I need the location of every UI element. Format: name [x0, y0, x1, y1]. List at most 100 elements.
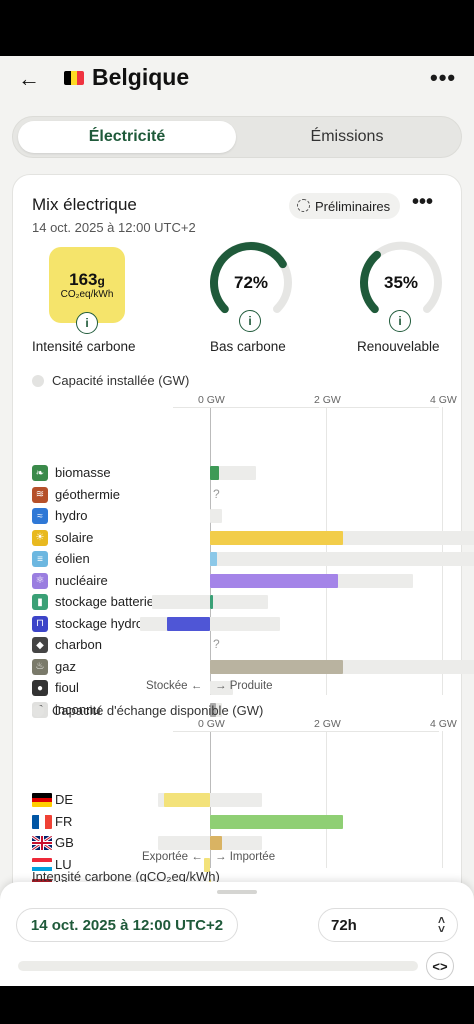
exchange-capacity-chart: 0 GW2 GW4 GW6 GWDEFRGBLUNL	[13, 175, 461, 986]
grid-line	[442, 407, 443, 695]
geothermal-icon: ≋	[32, 486, 48, 503]
carbon-intensity-value: 163g	[69, 270, 105, 289]
page-title: Belgique	[92, 64, 190, 90]
lu-flag-icon	[32, 857, 52, 872]
renewable-value: 35%	[383, 273, 419, 292]
row-label: solaire	[55, 529, 94, 545]
hydro-storage-icon: ⊓	[32, 615, 48, 632]
row-label: éolien	[55, 551, 90, 566]
produced-footer: → Produite	[215, 680, 273, 692]
coal-icon: ◆	[32, 637, 48, 653]
value-bar[interactable]	[204, 857, 210, 872]
axis-tick-label: 4 GW	[430, 394, 457, 406]
de-flag-icon	[32, 793, 52, 807]
info-icon[interactable]: i	[76, 312, 98, 334]
grid-line	[442, 731, 443, 868]
value-bar[interactable]	[210, 552, 217, 566]
renewable-gauge	[360, 241, 442, 314]
capacity-bar[interactable]	[210, 466, 257, 480]
card-title: Mix électrique	[32, 195, 137, 214]
grid-line	[326, 407, 327, 695]
value-bar[interactable]	[210, 659, 344, 674]
axis-line	[173, 407, 439, 408]
chevron-up-down-icon: ˄ ˅	[437, 913, 445, 936]
renewable-label: Renouvelable	[357, 339, 440, 354]
low-carbon-label: Bas carbone	[210, 339, 286, 354]
toggle-dot-icon[interactable]	[32, 705, 44, 717]
value-bar[interactable]	[210, 836, 222, 850]
grid-line	[326, 731, 327, 868]
toggle-dot-icon[interactable]	[32, 375, 44, 387]
fr-flag-icon	[32, 814, 52, 829]
row-label: gaz	[55, 658, 76, 674]
low-carbon-gauge	[210, 241, 292, 314]
carbon-intensity-box: 163g CO₂eq/kWh	[49, 247, 125, 323]
row-label: nucléaire	[55, 572, 108, 588]
tab-bar: Électricité Émissions	[12, 116, 462, 158]
gb-flag-icon	[32, 836, 52, 850]
installed-capacity-header[interactable]: Capacité installée (GW)	[32, 373, 189, 388]
row-label: DE	[55, 792, 74, 807]
row-label: hydro	[55, 508, 88, 523]
value-bar[interactable]	[210, 702, 216, 717]
more-horizontal-icon[interactable]: •••	[412, 191, 434, 213]
time-slider-track[interactable]	[18, 961, 418, 971]
row-label: charbon	[55, 637, 102, 652]
value-bar[interactable]	[163, 793, 210, 807]
status-badge[interactable]: Préliminaires	[289, 193, 401, 219]
oil-drop-icon: ●	[32, 680, 48, 696]
capacity-bar[interactable]	[210, 681, 234, 695]
axis-tick-label: 0 GW	[198, 394, 225, 406]
low-carbon-gauge-fill	[210, 242, 287, 314]
tab-electricite[interactable]: Électricité	[18, 121, 236, 153]
info-icon[interactable]: i	[239, 310, 261, 332]
atom-icon: ⚛	[32, 572, 48, 589]
value-bar[interactable]	[210, 466, 219, 480]
row-label: LU	[55, 856, 72, 872]
capacity-bar[interactable]	[210, 509, 222, 523]
installed-capacity-chart: 0 GW2 GW4 GW6 GW❧biomasse≋géothermie?≈hy…	[13, 175, 474, 986]
value-bar[interactable]	[166, 616, 210, 631]
code-brackets-icon[interactable]: <>	[426, 952, 454, 980]
dashed-circle-icon	[297, 199, 310, 212]
tab-emissions[interactable]: Émissions	[310, 128, 384, 145]
row-label: fioul	[55, 680, 79, 695]
range-select[interactable]: 72h ˄ ˅	[318, 908, 458, 942]
row-label: FR	[55, 813, 73, 829]
capacity-bar[interactable]	[157, 836, 263, 850]
time-controller: 14 oct. 2025 à 12:00 UTC+2 72h ˄ ˅ <>	[0, 882, 474, 986]
value-bar[interactable]	[210, 595, 213, 609]
info-icon[interactable]: i	[389, 310, 411, 332]
leaf-icon: ❧	[32, 465, 48, 481]
row-label: biomasse	[55, 465, 111, 480]
axis-line	[173, 731, 439, 732]
drag-handle[interactable]	[217, 890, 257, 894]
arrow-left-icon[interactable]: ←	[18, 66, 40, 91]
row-label: géothermie	[55, 486, 121, 502]
capacity-bar[interactable]	[210, 552, 474, 566]
more-horizontal-icon[interactable]: •••	[430, 65, 457, 90]
imported-footer: → Importée	[215, 851, 276, 863]
axis-tick-label: 2 GW	[314, 394, 341, 406]
wind-icon: ≡	[32, 551, 48, 567]
value-bar[interactable]	[210, 573, 338, 588]
card-date: 14 oct. 2025 à 12:00 UTC+2	[32, 220, 196, 235]
grid-line	[210, 407, 211, 695]
exchange-capacity-header[interactable]: Capacité d'échange disponible (GW)	[32, 703, 263, 718]
value-bar[interactable]	[210, 814, 344, 829]
date-selector[interactable]: 14 oct. 2025 à 12:00 UTC+2	[16, 908, 238, 942]
value-bar[interactable]	[210, 530, 344, 545]
belgium-flag-icon	[64, 71, 84, 85]
carbon-intensity-section-header: Intensité carbone (gCO₂eq/kWh)	[32, 869, 220, 884]
unknown-marker: ?	[213, 486, 220, 501]
carbon-intensity-unit: CO₂eq/kWh	[60, 289, 114, 300]
low-carbon-value: 72%	[233, 273, 269, 292]
waves-icon: ≈	[32, 508, 48, 524]
top-bar: ← Belgique •••	[0, 56, 474, 104]
row-label: stockage hydro	[55, 615, 144, 631]
electricity-mix-card: Mix électrique 14 oct. 2025 à 12:00 UTC+…	[12, 174, 474, 986]
exported-footer: Exportée ←	[142, 851, 203, 863]
axis-tick-label: 2 GW	[314, 718, 341, 730]
capacity-bar[interactable]	[210, 702, 222, 717]
row-label: stockage batterie	[55, 594, 155, 609]
